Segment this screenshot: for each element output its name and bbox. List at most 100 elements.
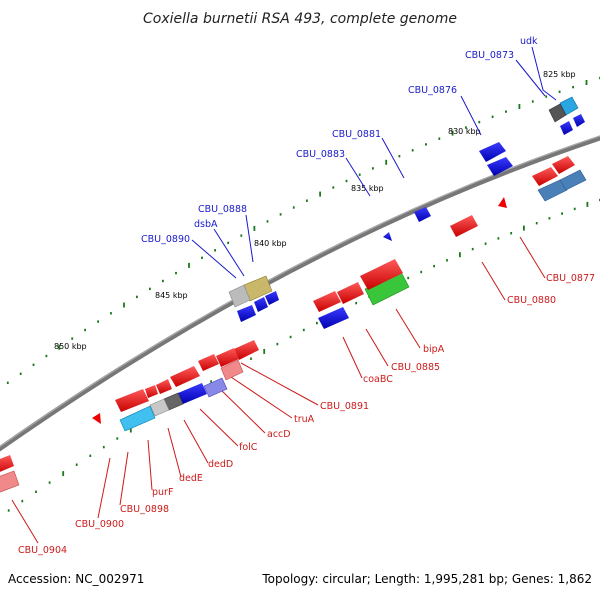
gene-cbu0904-pink[interactable] bbox=[0, 470, 20, 494]
scale-labels: 825 kbp 830 kbp 835 kbp 840 kbp 845 kbp … bbox=[54, 70, 576, 351]
label-cbu0883[interactable]: CBU_0883 bbox=[296, 149, 345, 160]
label-cbu0888[interactable]: CBU_0888 bbox=[198, 204, 247, 215]
scale-tick-mark bbox=[302, 328, 305, 332]
gene-purf-arrow[interactable] bbox=[115, 389, 149, 412]
gene-cbu0904-arrow[interactable] bbox=[0, 455, 14, 474]
gene-cbu0877-arrow-a[interactable] bbox=[552, 156, 575, 174]
gene-cbu0877-steel-b[interactable] bbox=[559, 169, 587, 191]
gene-cbu0900-small[interactable] bbox=[92, 413, 101, 424]
gene-cbu0885-arrow[interactable] bbox=[360, 259, 403, 290]
scale-tick-mark bbox=[385, 159, 388, 165]
scale-tick-mark bbox=[407, 276, 410, 280]
scale-tick-mark bbox=[188, 262, 190, 268]
scale-tick-mark bbox=[535, 222, 538, 225]
gene-lightgray-block[interactable] bbox=[149, 398, 170, 417]
scale-tick-mark bbox=[250, 357, 252, 360]
scale-tick-mark bbox=[438, 137, 441, 140]
scale-tick-mark bbox=[471, 247, 474, 251]
label-udk[interactable]: udk bbox=[520, 36, 538, 47]
scale-label-835: 835 kbp bbox=[351, 184, 384, 193]
scale-tick-mark bbox=[58, 344, 61, 350]
label-cbu0873[interactable]: CBU_0873 bbox=[465, 50, 514, 61]
scale-tick-mark bbox=[306, 199, 308, 202]
gene-dsba-block[interactable] bbox=[228, 284, 251, 308]
gene-pink-block[interactable] bbox=[220, 359, 244, 381]
gene-small-blue-2[interactable] bbox=[573, 114, 585, 127]
label-cbu0891[interactable]: CBU_0891 bbox=[320, 401, 369, 412]
label-cbu0904[interactable]: CBU_0904 bbox=[18, 545, 67, 556]
label-dedd[interactable]: dedD bbox=[208, 459, 233, 470]
label-cbu0898[interactable]: CBU_0898 bbox=[120, 504, 169, 515]
scale-tick-mark bbox=[497, 237, 500, 240]
scale-tick-mark bbox=[240, 234, 243, 237]
scale-tick-mark bbox=[84, 328, 86, 332]
gene-cbu0890-arrow[interactable] bbox=[237, 305, 256, 322]
scale-label-850: 850 kbp bbox=[54, 342, 87, 351]
gene-cbu0881-arrow[interactable] bbox=[414, 207, 431, 222]
gene-cbu0880-arrow[interactable] bbox=[450, 215, 478, 237]
gene-cbu0883-arrow[interactable] bbox=[383, 232, 392, 241]
scale-tick-mark bbox=[548, 217, 551, 220]
scale-tick-mark bbox=[398, 155, 401, 158]
gene-cyan-block[interactable] bbox=[119, 405, 156, 432]
scale-tick-mark bbox=[586, 201, 589, 207]
label-cbu0885[interactable]: CBU_0885 bbox=[391, 362, 440, 373]
scale-tick-mark bbox=[478, 120, 481, 124]
gene-blue-arrow-a[interactable] bbox=[254, 297, 268, 312]
gene-cbu0877-steel-a[interactable] bbox=[537, 179, 568, 202]
label-dsba[interactable]: dsbA bbox=[194, 219, 218, 230]
scale-tick-mark bbox=[201, 256, 203, 259]
gene-cbu0880-small[interactable] bbox=[498, 197, 507, 208]
gene-coabc-arrow-a[interactable] bbox=[337, 282, 364, 304]
gene-cbu0876-arrow-top[interactable] bbox=[479, 142, 506, 162]
gene-cbu0876-arrow-bottom[interactable] bbox=[487, 157, 513, 176]
label-coabc[interactable]: coaBC bbox=[363, 374, 393, 385]
scale-tick-mark bbox=[210, 380, 212, 383]
scale-tick-mark bbox=[97, 320, 99, 323]
label-folc[interactable]: folC bbox=[239, 442, 258, 453]
scale-tick-mark bbox=[319, 191, 321, 197]
scale-label-830: 830 kbp bbox=[448, 127, 481, 136]
scale-tick-mark bbox=[332, 186, 335, 189]
label-cbu0900[interactable]: CBU_0900 bbox=[75, 519, 124, 530]
label-cbu0881[interactable]: CBU_0881 bbox=[332, 129, 381, 140]
label-purf[interactable]: purF bbox=[152, 487, 173, 498]
label-cbu0876[interactable]: CBU_0876 bbox=[408, 85, 457, 96]
scale-tick-mark bbox=[411, 149, 414, 152]
label-trua[interactable]: truA bbox=[294, 414, 315, 425]
scale-tick-mark bbox=[345, 179, 348, 183]
label-cbu0880[interactable]: CBU_0880 bbox=[507, 295, 556, 306]
scale-tick-mark bbox=[266, 220, 269, 223]
gene-cbu0891-arrow-b[interactable] bbox=[216, 348, 239, 367]
scale-tick-mark bbox=[45, 354, 48, 358]
scale-tick-mark bbox=[136, 295, 138, 299]
label-cbu0890[interactable]: CBU_0890 bbox=[141, 234, 190, 245]
gene-dedd-arrow[interactable] bbox=[145, 385, 158, 398]
gene-accd-arrow[interactable] bbox=[170, 366, 200, 387]
gene-cbu0873-block[interactable] bbox=[548, 103, 567, 123]
scale-tick-mark bbox=[573, 207, 576, 211]
scale-tick-mark bbox=[518, 104, 521, 109]
label-dede[interactable]: dedE bbox=[179, 473, 203, 484]
scale-tick-mark bbox=[451, 130, 454, 136]
label-bipa[interactable]: bipA bbox=[423, 344, 445, 355]
scale-tick-mark bbox=[355, 301, 358, 305]
gene-cbu0877-arrow-b[interactable] bbox=[532, 167, 558, 186]
gene-cbu0891-arrow-a[interactable] bbox=[234, 340, 259, 360]
scale-tick-mark bbox=[372, 167, 374, 170]
label-cbu0877[interactable]: CBU_0877 bbox=[546, 273, 595, 284]
gene-blue-arrow-b[interactable] bbox=[265, 291, 279, 305]
gene-blue-block[interactable] bbox=[178, 383, 207, 404]
gene-folc-arrow[interactable] bbox=[156, 379, 172, 394]
gene-lilac-block[interactable] bbox=[203, 377, 228, 398]
scale-tick-mark bbox=[292, 206, 295, 209]
scale-tick-mark bbox=[129, 427, 132, 433]
label-accd[interactable]: accD bbox=[267, 429, 291, 440]
gene-small-blue-1[interactable] bbox=[560, 121, 573, 135]
scale-label-825: 825 kbp bbox=[543, 70, 576, 79]
scale-tick-mark bbox=[71, 337, 74, 340]
gene-truA-arrow[interactable] bbox=[198, 354, 219, 371]
gene-coabc-arrow-b[interactable] bbox=[313, 291, 341, 312]
scale-label-840: 840 kbp bbox=[254, 239, 287, 248]
gene-coabc-blue[interactable] bbox=[318, 307, 349, 329]
